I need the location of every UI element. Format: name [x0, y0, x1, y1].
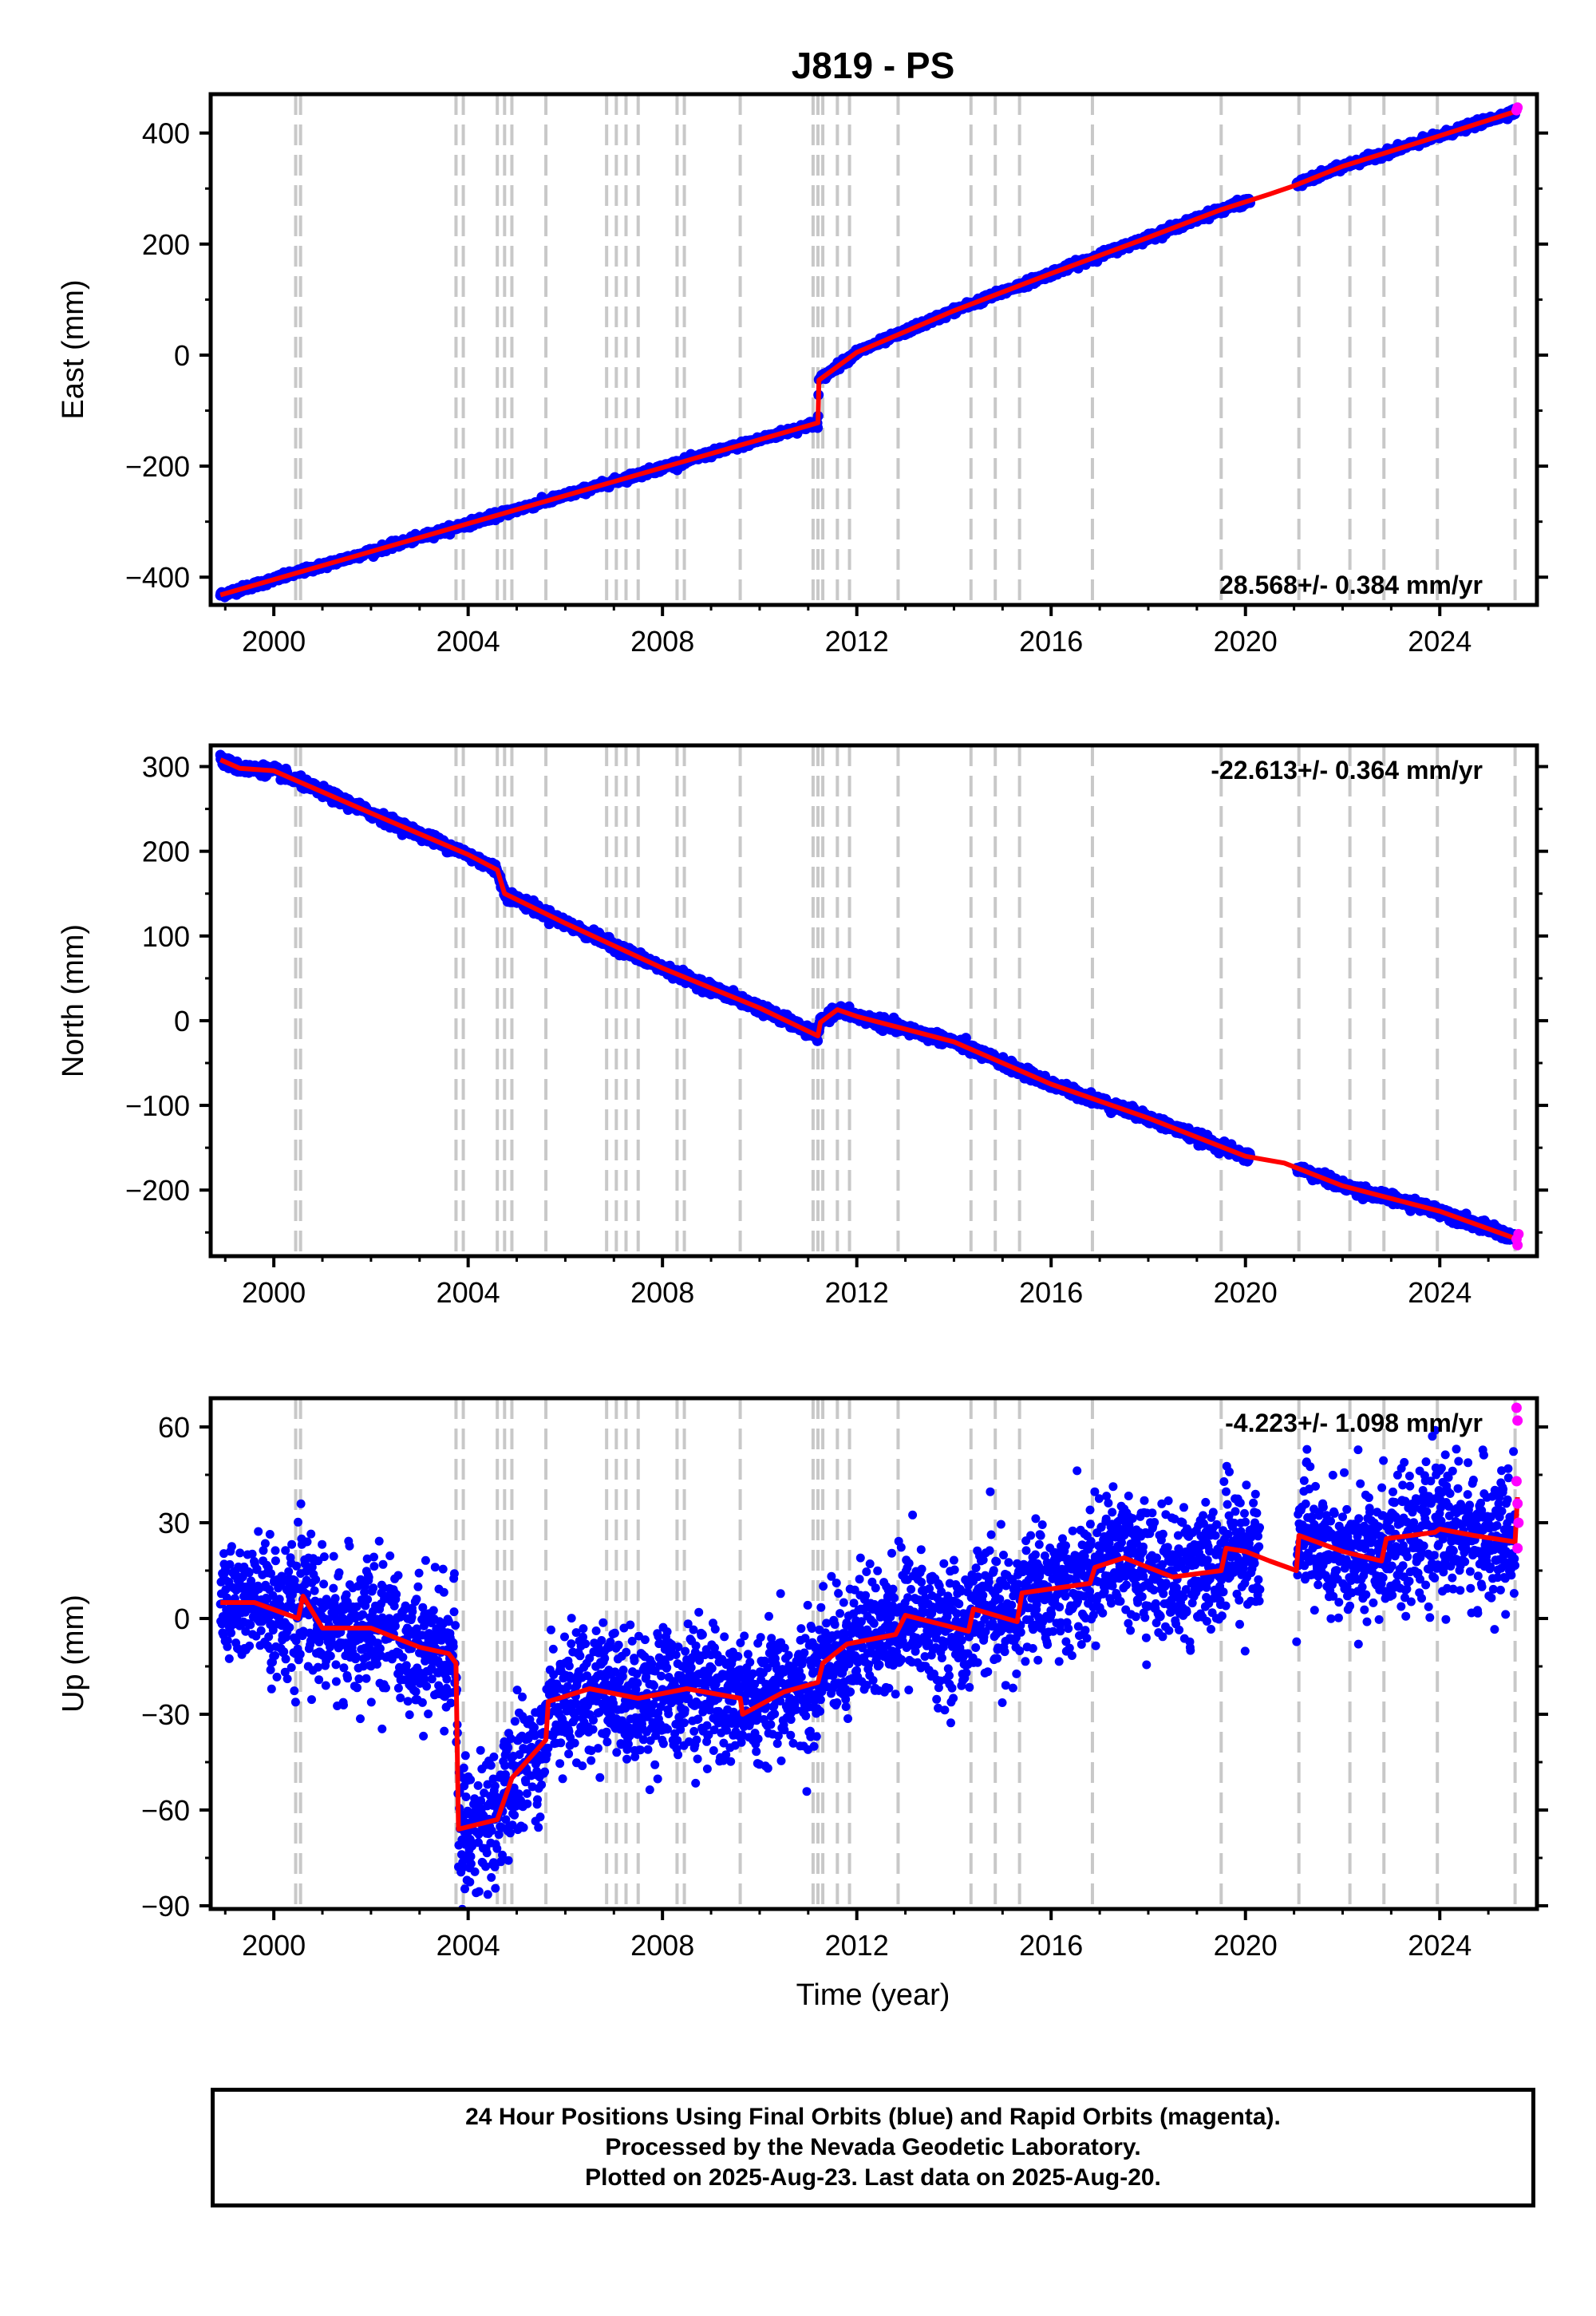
x-tick-label: 2024 — [1408, 625, 1472, 658]
x-tick-label: 2000 — [242, 625, 306, 658]
x-tick-label: 2004 — [437, 625, 500, 658]
event-lines — [294, 745, 1517, 1256]
x-axis-ticks: 2000 2004 2008 2012 2016 2020 2024 — [223, 605, 1490, 658]
x-tick-label: 2016 — [1019, 625, 1083, 658]
x-tick-label: 2020 — [1214, 625, 1278, 658]
y-tick-label: 0 — [174, 339, 190, 372]
rapid-orbit-point — [1512, 102, 1523, 113]
rapid-orbits-points — [1511, 102, 1523, 116]
rate-label-east: 28.568+/- 0.384 mm/yr — [1219, 571, 1483, 599]
plot-frame — [208, 92, 1539, 607]
y-tick-label: −400 — [125, 561, 190, 594]
x-tick-label: 2008 — [630, 625, 694, 658]
model-fit-line — [219, 109, 1519, 598]
final-orbit-point — [960, 1033, 971, 1044]
event-lines — [294, 94, 1517, 605]
chart-title: J819 - PS — [792, 45, 955, 86]
x-tick-label: 2012 — [825, 625, 889, 658]
y-tick-label: −200 — [125, 450, 190, 483]
y-tick-label: 400 — [142, 117, 190, 150]
y-axis-ticks: −400 −200 0 200 400 — [125, 117, 1548, 594]
final-orbits-points — [215, 749, 1520, 1246]
y-tick-label: 200 — [142, 228, 190, 261]
final-orbits-points — [215, 104, 1520, 603]
y-axis-label-east: East (mm) — [57, 279, 90, 419]
final-orbit-point — [812, 1035, 824, 1046]
